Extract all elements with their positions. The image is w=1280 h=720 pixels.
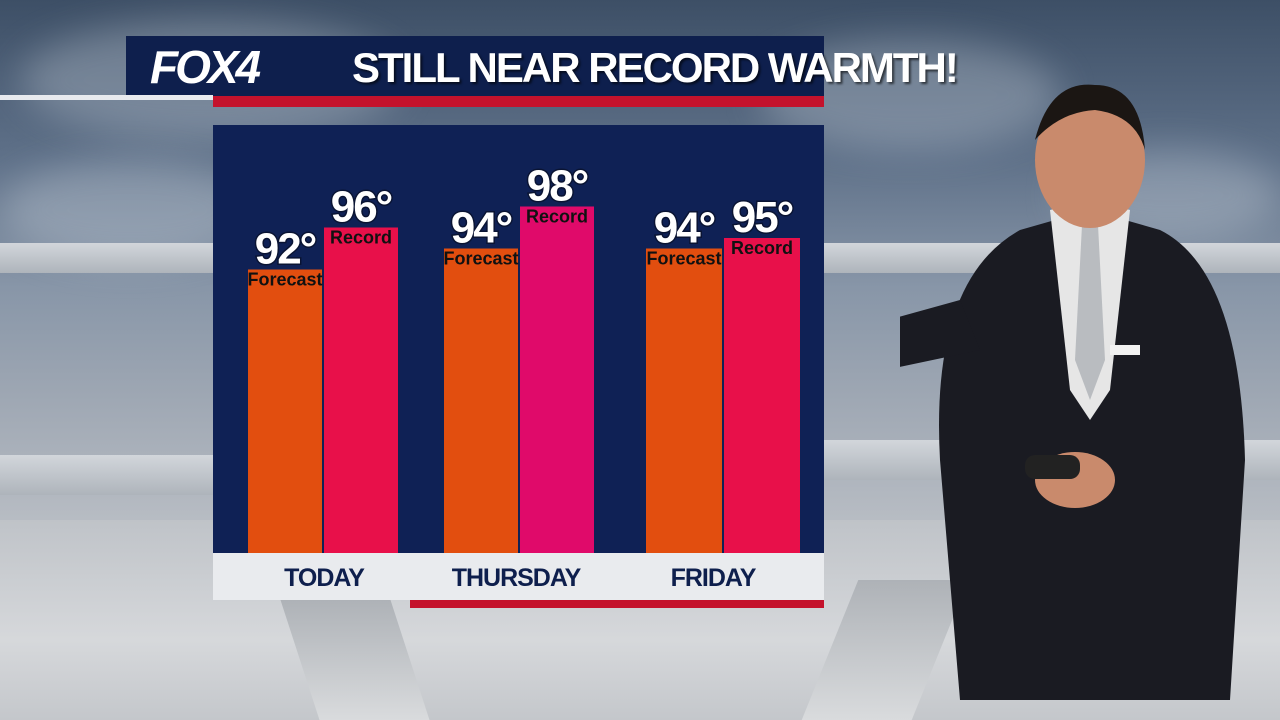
day-label-friday: FRIDAY bbox=[670, 564, 757, 592]
page-title: STILL NEAR RECORD WARMTH! bbox=[352, 44, 959, 91]
banner-accent-line bbox=[0, 95, 213, 100]
presenter-figure bbox=[900, 84, 1245, 700]
bottom-red-bar bbox=[410, 600, 824, 608]
banner-red-bar bbox=[213, 96, 824, 107]
headline-banner bbox=[126, 36, 824, 96]
chart-panel bbox=[213, 125, 824, 553]
studio-rail bbox=[0, 455, 213, 495]
studio-rail bbox=[0, 243, 213, 273]
day-label-thursday: THURSDAY bbox=[451, 564, 582, 592]
day-label-today: TODAY bbox=[284, 564, 365, 592]
station-logo: FOX4 bbox=[150, 41, 261, 93]
day-label-strip bbox=[213, 553, 824, 600]
